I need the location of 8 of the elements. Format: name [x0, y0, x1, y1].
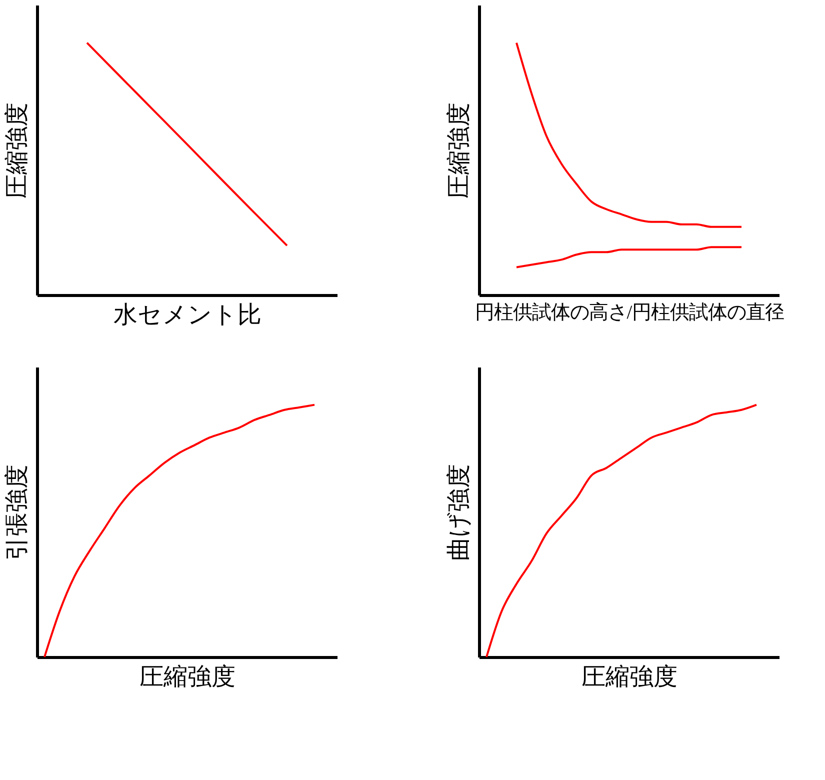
x-axis-title: 円柱供試体の高さ/円柱供試体の直径: [474, 302, 784, 324]
x-axis-title: 圧縮強度: [582, 664, 678, 690]
y-axis-title: 圧縮強度: [4, 102, 30, 198]
y-axis-title: 圧縮強度: [446, 102, 472, 198]
y-axis-title: 引張強度: [4, 464, 30, 560]
x-axis-title: 水セメント比: [114, 302, 262, 328]
x-axis-title: 圧縮強度: [140, 664, 236, 690]
y-axis-title: 曲げ強度: [446, 464, 472, 561]
